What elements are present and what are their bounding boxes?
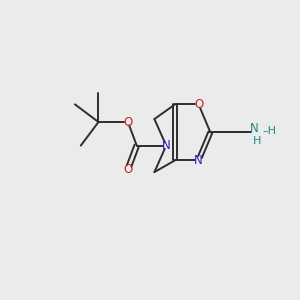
Text: O: O [123, 163, 133, 176]
Text: –H: –H [263, 126, 277, 136]
Text: N: N [194, 154, 203, 167]
Text: H: H [253, 136, 261, 146]
Text: N: N [250, 122, 259, 135]
Text: O: O [123, 116, 133, 128]
Text: N: N [162, 139, 171, 152]
Text: O: O [194, 98, 203, 111]
